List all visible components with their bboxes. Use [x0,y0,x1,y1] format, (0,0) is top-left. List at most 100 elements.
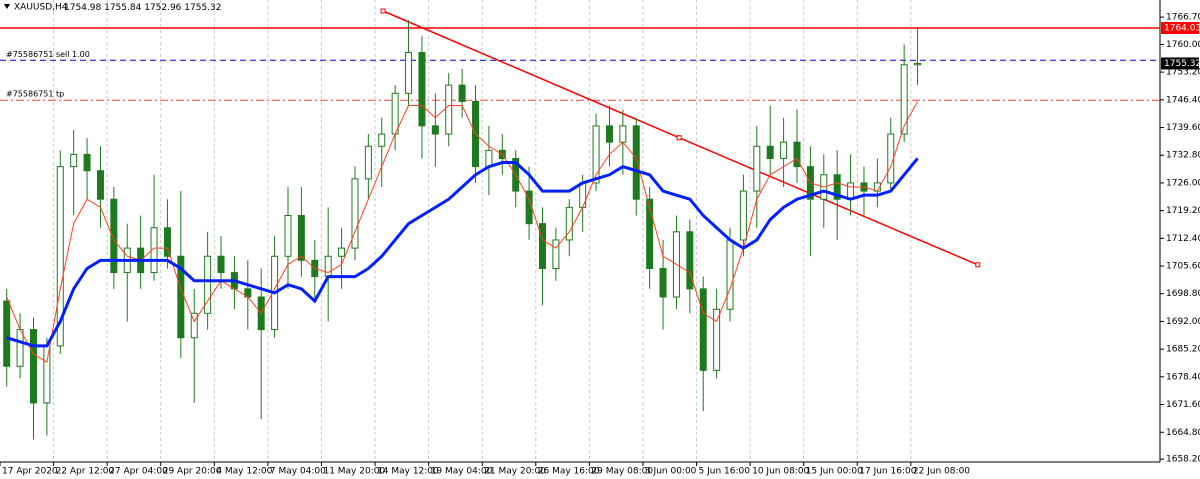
y-tick-label: 1671.60 [1166,400,1200,410]
candle-body [538,223,546,269]
candle-body [659,267,667,298]
x-tick-label: 4 May 12:00 [216,467,272,477]
candle-body [646,198,654,269]
candle-body [726,239,734,310]
x-tick-label: 29 May 08:00 [591,467,653,477]
candle-body [351,178,359,249]
y-tick-label: 1664.80 [1166,428,1200,438]
candle-body [338,247,346,257]
candle-body [70,153,78,168]
x-tick-label: 22 Jun 08:00 [913,467,970,477]
y-tick-label: 1678.40 [1166,372,1200,382]
y-tick-label: 1705.60 [1166,262,1200,272]
y-tick-label: 1712.40 [1166,234,1200,244]
candle-body [284,215,292,257]
resistance-price-label: 1764.03 [1164,23,1200,33]
header-high: 1755.84 [104,3,141,13]
symbol-title: XAUUSD,H4 [14,3,68,13]
candle-body [43,345,51,404]
x-tick-label: 7 May 04:00 [270,467,326,477]
candle-body [418,52,426,127]
x-tick-label: 26 May 16:00 [538,467,600,477]
candle-body [713,308,721,371]
candle-body [793,141,801,168]
candle-body [431,125,439,135]
candle-body [204,255,212,314]
candle-body [391,92,399,135]
candle-body [324,255,332,278]
y-tick-label: 1719.20 [1166,206,1200,216]
candle-body [29,329,37,404]
candle-body [565,206,573,241]
candle-body [217,255,225,274]
header-close: 1755.32 [184,3,221,13]
moving-average [6,157,919,348]
candle-body [378,133,386,147]
trendline-handle [676,135,682,141]
candle-body [605,125,613,143]
candle-body [780,141,788,159]
x-tick-label: 10 Jun 08:00 [752,467,809,477]
x-tick-label: 17 Apr 2020 [2,467,58,477]
candle-body [150,227,158,274]
candle-body [753,145,761,192]
candle-body [887,133,895,184]
candle-body [445,84,453,135]
candle-body [699,288,707,371]
x-tick-label: 22 Apr 12:00 [56,467,115,477]
candle-body [847,182,855,200]
candle-body [297,215,305,261]
candle-body [16,329,24,367]
y-tick-label: 1753.20 [1166,68,1200,78]
order-level-label: #75586751 tp [6,90,64,99]
x-tick-label: 11 May 20:00 [323,467,385,477]
header-open: 1754.98 [64,3,101,13]
y-tick-label: 1760.00 [1166,40,1200,50]
moving-average [6,101,918,363]
trendline-handle [975,262,981,268]
candle-body [766,145,774,159]
resistance-price-box [1161,21,1199,34]
header-ohlc: 1754.98 1755.84 1752.96 1755.32 [64,3,222,13]
symbol-menu-icon[interactable] [4,4,10,9]
candle-body [632,125,640,200]
header-low: 1752.96 [144,3,181,13]
candle-body [900,64,908,135]
candle-body [405,52,413,94]
x-tick-label: 21 May 20:00 [484,467,546,477]
y-tick-label: 1692.00 [1166,317,1200,327]
candle-body [110,198,118,274]
candle-body [364,145,372,180]
y-tick-label: 1658.20 [1166,455,1200,465]
y-tick-label: 1732.80 [1166,151,1200,161]
candle-body [833,174,841,200]
current-price-label: 1755.32 [1164,59,1200,69]
candle-body [3,300,11,367]
x-tick-label: 27 Apr 04:00 [109,467,168,477]
y-tick-label: 1726.00 [1166,178,1200,188]
candle-body [485,149,493,168]
candle-body [914,62,922,66]
y-tick-label: 1766.70 [1166,13,1200,23]
y-tick-label: 1698.80 [1166,289,1200,299]
x-tick-label: 17 Jun 16:00 [859,467,916,477]
x-tick-label: 14 May 12:00 [377,467,439,477]
y-tick-label: 1685.20 [1166,345,1200,355]
x-tick-label: 5 Jun 16:00 [699,467,751,477]
x-tick-label: 15 Jun 00:00 [806,467,863,477]
x-tick-label: 3 Jun 00:00 [645,467,697,477]
y-tick-label: 1739.60 [1166,123,1200,133]
current-price-box [1161,57,1199,70]
candle-body [96,170,104,200]
candle-body [592,125,600,184]
candle-body [552,239,560,269]
candle-body [739,190,747,241]
trendline-handle [380,8,386,14]
candle-body [190,312,198,339]
x-tick-label: 29 Apr 20:00 [163,467,222,477]
y-tick-label: 1746.40 [1166,95,1200,105]
candle-body [686,231,694,290]
candle-body [56,166,64,347]
